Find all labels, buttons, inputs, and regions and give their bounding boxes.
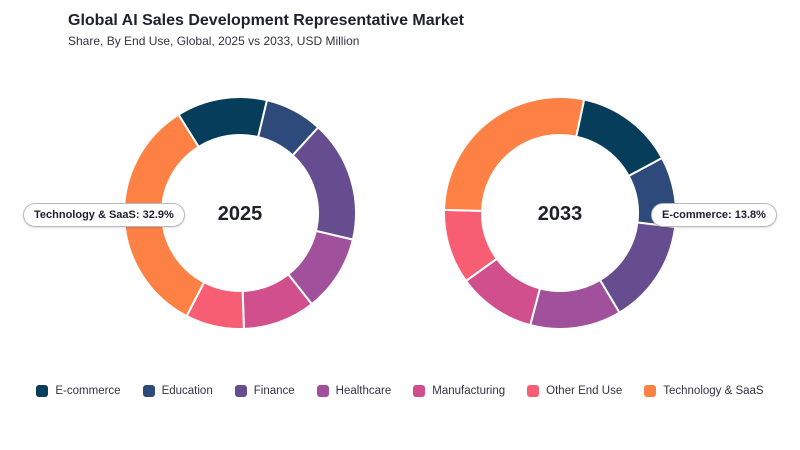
legend-swatch [644,385,657,397]
slice-technology-saas-2025[interactable] [123,113,206,318]
legend-item-other-end-use[interactable]: Other End Use [527,385,622,397]
legend-label: Finance [253,385,295,397]
slice-technology-saas-2033[interactable] [443,96,586,212]
legend-label: E-commerce [55,385,121,397]
legend-swatch [527,385,540,397]
chart-title: Global AI Sales Development Representati… [68,12,464,29]
slice-finance-2025[interactable] [291,125,357,241]
legend-item-finance[interactable]: Finance [234,385,295,397]
center-label-2025: 2025 [218,203,263,225]
legend-swatch [413,385,426,397]
legend-swatch [234,385,247,397]
callout-ecommerce-2033: E-commerce: 13.8% [651,203,777,227]
legend: E-commerce Education Finance Healthcare … [0,385,800,397]
legend-swatch [142,385,155,397]
center-label-2033: 2033 [538,203,583,225]
legend-item-manufacturing[interactable]: Manufacturing [413,385,505,397]
legend-swatch [36,385,49,397]
legend-item-healthcare[interactable]: Healthcare [316,385,392,397]
legend-item-ecommerce[interactable]: E-commerce [36,385,121,397]
legend-item-technology-saas[interactable]: Technology & SaaS [644,385,764,397]
legend-swatch [316,385,329,397]
legend-label: Other End Use [546,385,623,397]
legend-label: Healthcare [335,385,392,397]
legend-label: Education [161,385,213,397]
legend-label: Technology & SaaS [663,385,764,397]
callout-technology-saas-2025: Technology & SaaS: 32.9% [23,203,185,227]
chart-subtitle: Share, By End Use, Global, 2025 vs 2033,… [68,34,360,48]
legend-item-education[interactable]: Education [142,385,213,397]
legend-label: Manufacturing [432,385,506,397]
